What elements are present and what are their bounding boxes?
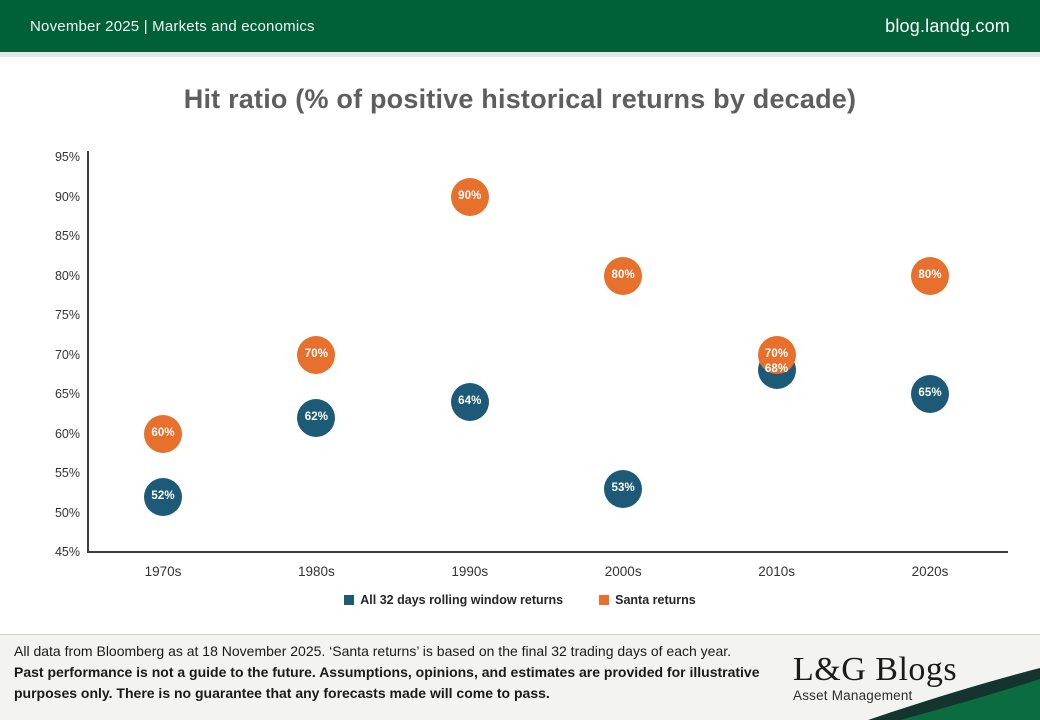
data-point-bubble <box>144 477 182 516</box>
data-point-value-label: 68% <box>764 363 789 376</box>
data-point-bubble <box>604 256 643 295</box>
data-point-bubble <box>911 256 949 295</box>
data-point-value-label: 80% <box>611 268 635 281</box>
data-point-value-label: 53% <box>611 481 635 494</box>
data-point-bubble <box>144 414 182 453</box>
data-point-value-label: 52% <box>151 489 175 502</box>
x-axis-category-label: 2020s <box>911 564 949 579</box>
legend-swatch <box>344 595 355 605</box>
chart-title: Hit ratio (% of positive historical retu… <box>183 84 857 114</box>
data-point-value-label: 70% <box>304 347 329 360</box>
data-point-bubble <box>911 375 949 413</box>
legend-item: All 32 days rolling window returns <box>344 593 563 607</box>
y-axis-tick-label: 70% <box>54 347 80 362</box>
data-point-bubble <box>604 469 643 508</box>
data-point-value-label: 80% <box>918 268 942 281</box>
x-axis-category-label: 1990s <box>451 564 489 579</box>
data-point-value-label: 70% <box>764 347 789 360</box>
y-axis-line <box>87 151 89 552</box>
y-axis-tick-label: 65% <box>54 387 80 401</box>
y-axis-tick-label: 90% <box>54 189 80 204</box>
x-axis-line <box>87 551 1008 553</box>
chart-canvas: All 32 days rolling window returns Santa … <box>0 150 1040 607</box>
data-point-value-label: 65% <box>918 387 942 399</box>
legend: All 32 days rolling window returns Santa … <box>0 593 1040 607</box>
data-point-value-label: 60% <box>151 426 175 439</box>
brand-logo-wordmark: L&G Blogs <box>793 651 958 688</box>
y-axis-tick-label: 95% <box>54 150 80 164</box>
y-axis-tick-label: 80% <box>54 268 80 283</box>
brand-logo: L&G Blogs Asset Management <box>793 651 958 704</box>
y-axis-tick-label: 50% <box>54 505 80 520</box>
brand-logo-subtitle: Asset Management <box>793 688 913 703</box>
data-point-bubble <box>297 335 336 374</box>
legend-series-label: Santa returns <box>615 593 696 607</box>
header-issue-label: November 2025 | Markets and economics <box>30 17 315 35</box>
data-point-value-label: 62% <box>304 410 329 423</box>
y-axis-tick-label: 55% <box>54 466 80 480</box>
x-axis-category-label: 1970s <box>144 564 182 579</box>
data-point-bubble <box>450 177 489 216</box>
legend-swatch <box>599 595 610 605</box>
data-point-bubble <box>757 335 796 374</box>
data-point-bubble <box>450 382 489 421</box>
header-site-url: blog.landg.com <box>885 15 1010 36</box>
header-divider <box>0 52 1040 57</box>
y-axis-tick-label: 75% <box>54 308 80 322</box>
footer: All data from Bloomberg as at 18 Novembe… <box>0 634 1040 720</box>
legend-series-label: All 32 days rolling window returns <box>360 593 564 607</box>
footer-text: All data from Bloomberg as at 18 Novembe… <box>14 641 784 704</box>
y-axis-tick-label: 45% <box>54 545 80 559</box>
x-axis-category-label: 2000s <box>604 564 642 579</box>
disclaimer-text: Past performance is not a guide to the f… <box>14 664 760 701</box>
data-point-value-label: 90% <box>458 189 482 202</box>
legend-item: Santa returns <box>599 593 696 607</box>
x-axis-category-label: 1980s <box>297 564 335 579</box>
source-note: All data from Bloomberg as at 18 Novembe… <box>14 643 732 659</box>
data-point-bubble <box>297 398 336 437</box>
header-bar: November 2025 | Markets and economics bl… <box>0 0 1040 52</box>
y-axis-tick-label: 60% <box>54 426 80 441</box>
x-axis-category-label: 2010s <box>758 564 795 579</box>
y-axis-tick-label: 85% <box>54 229 80 243</box>
data-point-value-label: 64% <box>458 394 482 407</box>
